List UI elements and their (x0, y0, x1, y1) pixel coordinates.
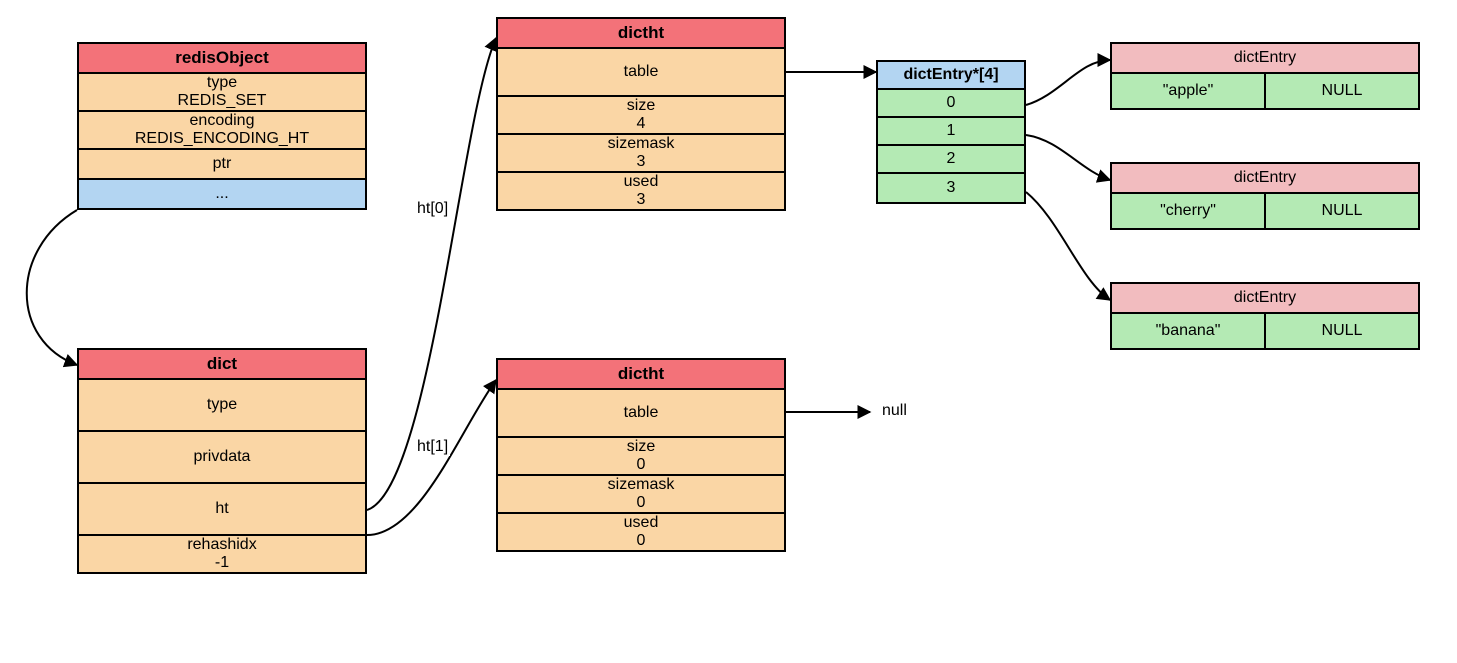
field-privdata: privdata (79, 432, 365, 484)
entry-next: NULL (1266, 194, 1418, 228)
entry-header: dictEntry (1112, 164, 1418, 194)
entry-kv: "cherry" NULL (1112, 194, 1418, 228)
field-type: type REDIS_SET (79, 74, 365, 112)
field-used: used 3 (498, 173, 784, 209)
field-ht: ht (79, 484, 365, 536)
field-encoding: encoding REDIS_ENCODING_HT (79, 112, 365, 150)
array1-to-entry1 (1026, 135, 1110, 180)
field-label: size (498, 438, 784, 456)
field-table: table (498, 49, 784, 97)
dict-entry-0: dictEntry "apple" NULL (1110, 42, 1420, 110)
ht-to-ht0-label: ht[0] (415, 200, 450, 218)
entry-next: NULL (1266, 74, 1418, 108)
dict-entry-1: dictEntry "cherry" NULL (1110, 162, 1420, 230)
field-label: privdata (79, 448, 365, 466)
entry-kv: "apple" NULL (1112, 74, 1418, 108)
ht-to-ht1 (367, 380, 496, 535)
entry-header: dictEntry (1112, 284, 1418, 314)
entry-next: NULL (1266, 314, 1418, 348)
bucket-2: 2 (878, 146, 1024, 174)
field-value: 3 (498, 153, 784, 171)
field-label: rehashidx (79, 536, 365, 554)
dictht1-struct: dictht table size 0 sizemask 0 used 0 (496, 358, 786, 552)
field-label: type (79, 396, 365, 414)
field-label: sizemask (498, 476, 784, 494)
field-value: 0 (498, 494, 784, 512)
field-table: table (498, 390, 784, 438)
field-label: table (498, 404, 784, 422)
field-type: type (79, 380, 365, 432)
field-label: encoding (79, 112, 365, 130)
field-value: 0 (498, 532, 784, 550)
field-label: size (498, 97, 784, 115)
field-sizemask: sizemask 3 (498, 135, 784, 173)
bucket-0: 0 (878, 90, 1024, 118)
field-label: ptr (79, 155, 365, 173)
field-ellipsis: ... (79, 180, 365, 208)
field-label: used (498, 514, 784, 532)
field-size: size 0 (498, 438, 784, 476)
field-label: table (498, 63, 784, 81)
redis-object-struct: redisObject type REDIS_SET encoding REDI… (77, 42, 367, 210)
field-label: sizemask (498, 135, 784, 153)
ptr-to-dict (27, 210, 77, 365)
dict-struct: dict type privdata ht rehashidx -1 (77, 348, 367, 574)
entry-key: "banana" (1112, 314, 1266, 348)
struct-header: dict (79, 350, 365, 380)
field-value: 0 (498, 456, 784, 474)
field-size: size 4 (498, 97, 784, 135)
field-value: 4 (498, 115, 784, 133)
field-value: REDIS_SET (79, 92, 365, 110)
struct-header: dictht (498, 19, 784, 49)
field-sizemask: sizemask 0 (498, 476, 784, 514)
array3-to-entry2 (1026, 192, 1110, 300)
bucket-array: dictEntry*[4] 0 1 2 3 (876, 60, 1026, 204)
field-label: ... (79, 185, 365, 203)
struct-header: dictht (498, 360, 784, 390)
array0-to-entry0 (1026, 60, 1110, 105)
struct-header: redisObject (79, 44, 365, 74)
dictht0-struct: dictht table size 4 sizemask 3 used 3 (496, 17, 786, 211)
entry-key: "apple" (1112, 74, 1266, 108)
field-used: used 0 (498, 514, 784, 550)
field-label: type (79, 74, 365, 92)
field-value: -1 (79, 554, 365, 572)
field-rehashidx: rehashidx -1 (79, 536, 365, 572)
field-value: REDIS_ENCODING_HT (79, 130, 365, 148)
entry-header: dictEntry (1112, 44, 1418, 74)
field-value: 3 (498, 191, 784, 209)
dict-entry-2: dictEntry "banana" NULL (1110, 282, 1420, 350)
array-header: dictEntry*[4] (878, 62, 1024, 90)
ht-to-ht1-label: ht[1] (415, 438, 450, 456)
field-ptr: ptr (79, 150, 365, 180)
field-label: ht (79, 500, 365, 518)
entry-kv: "banana" NULL (1112, 314, 1418, 348)
bucket-1: 1 (878, 118, 1024, 146)
table1-to-null-label: null (880, 402, 909, 420)
bucket-3: 3 (878, 174, 1024, 202)
field-label: used (498, 173, 784, 191)
entry-key: "cherry" (1112, 194, 1266, 228)
